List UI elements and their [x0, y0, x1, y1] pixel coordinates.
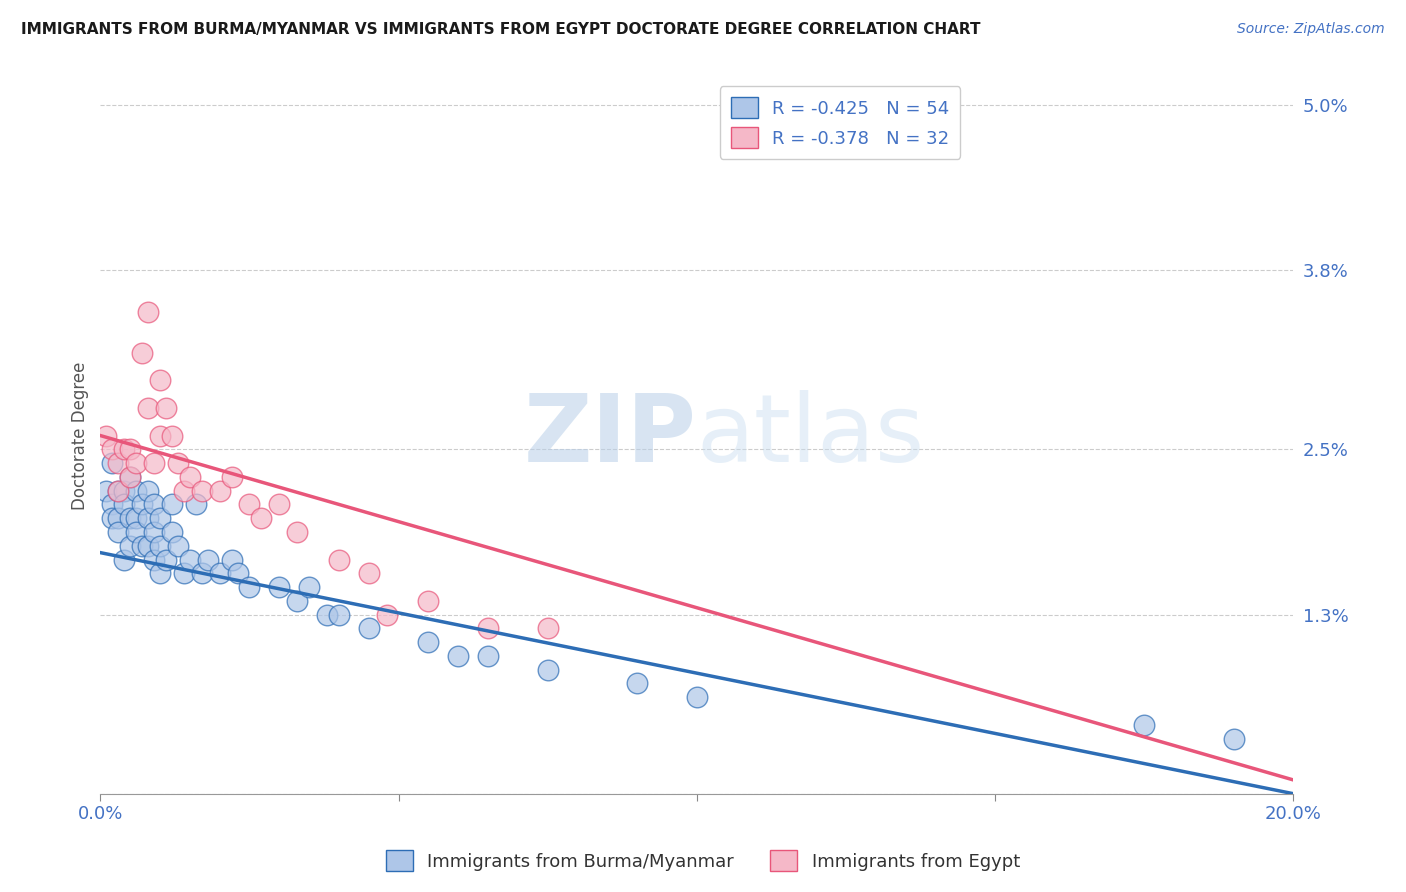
Point — [112, 552, 135, 566]
Point — [298, 580, 321, 594]
Y-axis label: Doctorate Degree: Doctorate Degree — [72, 361, 89, 509]
Point — [477, 648, 499, 663]
Point — [101, 511, 124, 525]
Point — [1133, 718, 1156, 732]
Point — [112, 442, 135, 457]
Point — [107, 524, 129, 539]
Point — [285, 524, 308, 539]
Point — [136, 304, 159, 318]
Point — [143, 552, 166, 566]
Point — [250, 511, 273, 525]
Point — [143, 524, 166, 539]
Legend: Immigrants from Burma/Myanmar, Immigrants from Egypt: Immigrants from Burma/Myanmar, Immigrant… — [378, 843, 1028, 879]
Point — [1222, 731, 1244, 746]
Point — [226, 566, 249, 581]
Point — [160, 497, 183, 511]
Point — [120, 442, 142, 457]
Point — [357, 621, 380, 635]
Point — [190, 566, 212, 581]
Point — [149, 566, 172, 581]
Point — [160, 524, 183, 539]
Point — [107, 456, 129, 470]
Point — [107, 483, 129, 498]
Point — [120, 470, 142, 484]
Point — [179, 470, 201, 484]
Point — [149, 374, 172, 388]
Point — [136, 401, 159, 415]
Point — [120, 539, 142, 553]
Point — [238, 580, 260, 594]
Point — [149, 511, 172, 525]
Point — [418, 635, 440, 649]
Point — [155, 552, 177, 566]
Point — [316, 607, 339, 622]
Legend: R = -0.425   N = 54, R = -0.378   N = 32: R = -0.425 N = 54, R = -0.378 N = 32 — [720, 87, 960, 159]
Point — [101, 442, 124, 457]
Point — [96, 428, 118, 442]
Point — [131, 539, 153, 553]
Point — [112, 483, 135, 498]
Point — [184, 497, 207, 511]
Point — [160, 428, 183, 442]
Point — [221, 552, 243, 566]
Point — [131, 497, 153, 511]
Point — [120, 470, 142, 484]
Point — [143, 456, 166, 470]
Point — [328, 607, 350, 622]
Point — [167, 539, 190, 553]
Point — [179, 552, 201, 566]
Point — [149, 539, 172, 553]
Point — [477, 621, 499, 635]
Point — [375, 607, 398, 622]
Point — [269, 497, 291, 511]
Point — [686, 690, 709, 705]
Point — [136, 539, 159, 553]
Point — [173, 483, 195, 498]
Point — [197, 552, 219, 566]
Point — [626, 676, 648, 690]
Point — [167, 456, 190, 470]
Point — [285, 594, 308, 608]
Point — [125, 483, 148, 498]
Point — [101, 456, 124, 470]
Point — [112, 497, 135, 511]
Point — [136, 511, 159, 525]
Point — [269, 580, 291, 594]
Point — [208, 483, 231, 498]
Point — [357, 566, 380, 581]
Point — [136, 483, 159, 498]
Point — [537, 621, 560, 635]
Point — [120, 511, 142, 525]
Point — [107, 483, 129, 498]
Point — [208, 566, 231, 581]
Point — [537, 663, 560, 677]
Point — [418, 594, 440, 608]
Text: atlas: atlas — [697, 390, 925, 482]
Point — [238, 497, 260, 511]
Text: ZIP: ZIP — [524, 390, 697, 482]
Text: IMMIGRANTS FROM BURMA/MYANMAR VS IMMIGRANTS FROM EGYPT DOCTORATE DEGREE CORRELAT: IMMIGRANTS FROM BURMA/MYANMAR VS IMMIGRA… — [21, 22, 980, 37]
Point — [125, 511, 148, 525]
Point — [125, 456, 148, 470]
Point — [96, 483, 118, 498]
Point — [447, 648, 470, 663]
Point — [131, 346, 153, 360]
Point — [107, 511, 129, 525]
Point — [143, 497, 166, 511]
Point — [173, 566, 195, 581]
Point — [149, 428, 172, 442]
Point — [221, 470, 243, 484]
Text: Source: ZipAtlas.com: Source: ZipAtlas.com — [1237, 22, 1385, 37]
Point — [155, 401, 177, 415]
Point — [190, 483, 212, 498]
Point — [328, 552, 350, 566]
Point — [101, 497, 124, 511]
Point — [125, 524, 148, 539]
